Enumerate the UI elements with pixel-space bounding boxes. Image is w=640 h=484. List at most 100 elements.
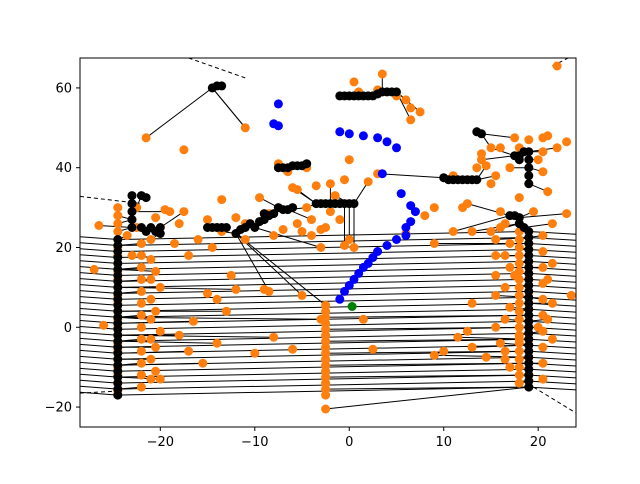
edge-line-144 <box>377 173 444 179</box>
edge-line-132 <box>235 233 303 296</box>
point-orange-173 <box>529 207 538 217</box>
edge-line-47 <box>80 272 118 276</box>
point-orange-151 <box>477 149 486 159</box>
y-tick-label-3: 40 <box>55 161 72 176</box>
point-orange-42 <box>146 274 156 284</box>
point-orange-66 <box>179 207 189 217</box>
point-orange-136 <box>429 239 439 248</box>
point-orange-117 <box>340 175 349 185</box>
point-orange-218 <box>514 274 524 284</box>
point-orange-243 <box>491 322 501 332</box>
point-orange-92 <box>269 332 279 342</box>
point-black-42 <box>217 81 227 91</box>
point-orange-72 <box>198 358 208 368</box>
point-blue-8 <box>392 143 401 153</box>
point-orange-212 <box>514 322 524 332</box>
point-orange-223 <box>514 235 524 244</box>
point-orange-47 <box>151 306 161 316</box>
edge-line-60 <box>528 350 576 355</box>
point-orange-180 <box>543 187 553 197</box>
point-orange-69 <box>184 251 194 260</box>
edge-line-36 <box>80 337 118 342</box>
edge-line-156 <box>481 155 515 161</box>
point-orange-232 <box>538 262 548 272</box>
point-black-106 <box>524 171 534 181</box>
edge-line-32 <box>80 361 118 366</box>
point-black-90 <box>392 87 401 97</box>
edge-line-41 <box>80 308 118 312</box>
point-orange-118 <box>344 235 354 244</box>
edge-line-151 <box>453 215 511 232</box>
point-orange-28 <box>136 334 146 344</box>
point-orange-100 <box>292 185 302 195</box>
point-orange-41 <box>146 294 156 304</box>
edge-line-55 <box>528 380 576 385</box>
point-orange-149 <box>472 163 482 173</box>
point-black-100 <box>477 129 486 139</box>
edge-line-22 <box>117 255 529 264</box>
edge-line-39 <box>80 320 118 324</box>
point-orange-135 <box>420 211 430 221</box>
x-tick-label-0: −20 <box>147 435 174 450</box>
edge-line-183 <box>325 386 529 410</box>
edge-line-245 <box>188 58 246 79</box>
point-black-27 <box>127 223 137 232</box>
edge-line-61 <box>528 344 576 349</box>
point-orange-31 <box>136 298 146 308</box>
point-orange-113 <box>325 207 335 217</box>
edge-line-126 <box>235 233 270 292</box>
point-orange-116 <box>340 241 349 250</box>
edge-line-119 <box>117 340 218 344</box>
point-black-104 <box>524 155 534 165</box>
point-orange-159 <box>495 207 505 217</box>
edge-line-54 <box>528 386 576 391</box>
edge-line-26 <box>117 231 529 240</box>
edge-line-50 <box>80 254 118 258</box>
edge-line-40 <box>80 314 118 318</box>
edge-line-57 <box>528 368 576 373</box>
point-orange-76 <box>212 338 222 348</box>
point-orange-36 <box>136 239 146 248</box>
point-orange-70 <box>188 316 198 326</box>
point-orange-99 <box>292 219 302 229</box>
edge-line-76 <box>528 255 576 259</box>
point-black-47 <box>221 223 231 232</box>
point-orange-165 <box>505 362 515 372</box>
point-orange-112 <box>325 179 335 189</box>
point-orange-21 <box>113 219 123 229</box>
point-orange-101 <box>297 227 307 236</box>
point-orange-123 <box>358 314 368 324</box>
point-orange-95 <box>278 225 288 234</box>
point-black-108 <box>524 147 534 157</box>
plot-frame <box>79 57 577 428</box>
edge-line-217 <box>211 87 246 129</box>
point-orange-26 <box>136 358 146 368</box>
point-orange-59 <box>155 326 165 336</box>
point-orange-60 <box>155 282 165 292</box>
point-orange-73 <box>203 288 212 298</box>
edge-line-17 <box>117 284 529 294</box>
edge-line-150 <box>434 354 529 358</box>
point-orange-130 <box>401 95 411 105</box>
point-black-61 <box>288 203 298 213</box>
point-orange-97 <box>288 344 298 354</box>
point-orange-38 <box>146 354 156 364</box>
point-orange-249 <box>547 258 557 268</box>
point-orange-186 <box>562 209 572 219</box>
point-orange-142 <box>453 332 463 342</box>
edge-line-15 <box>117 296 529 306</box>
edge-line-65 <box>528 320 576 325</box>
edge-line-244 <box>80 390 118 394</box>
x-tick-label-2: 0 <box>345 435 353 450</box>
edge-line-20 <box>117 266 529 276</box>
y-tick-label-4: 60 <box>55 81 72 96</box>
edge-line-18 <box>117 278 529 288</box>
edge-line-179 <box>325 350 529 354</box>
point-orange-226 <box>538 358 548 368</box>
point-orange-178 <box>538 167 548 177</box>
point-orange-238 <box>500 251 510 260</box>
point-orange-219 <box>514 266 524 276</box>
point-blue-14 <box>401 223 411 232</box>
edge-line-182 <box>325 386 529 390</box>
edge-line-27 <box>80 391 118 396</box>
